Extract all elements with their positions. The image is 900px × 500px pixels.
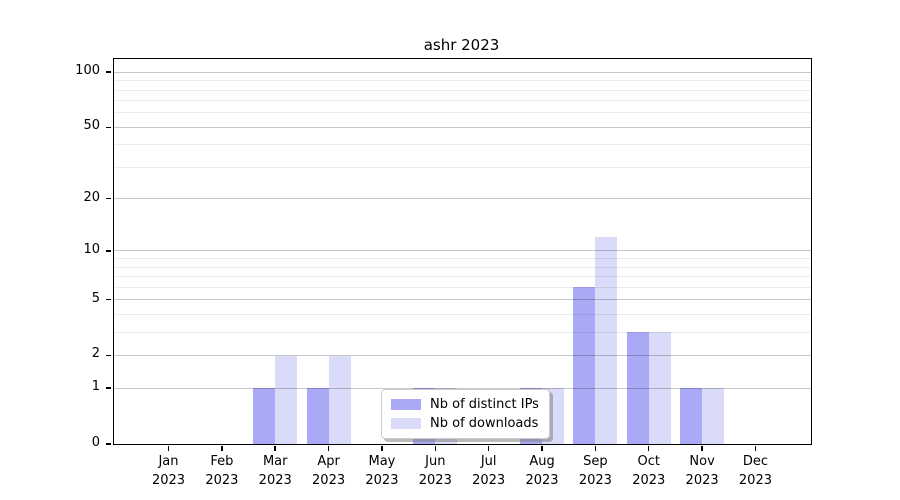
gridline-minor [114,266,811,268]
gridline-major [114,250,811,252]
x-tick-jun [434,446,437,451]
x-tick-label-apr: Apr 2023 [312,454,346,488]
legend: Nb of distinct IPs Nb of downloads [381,389,550,439]
legend-row-downloads: Nb of downloads [391,416,539,431]
gridline-major [114,71,811,73]
chart-title: ashr 2023 [423,36,500,54]
bar-distinct-ips-sep [573,287,596,444]
gridline-minor [114,100,811,102]
y-tick-50 [106,126,111,128]
legend-swatch-distinct-ips [391,399,421,410]
gridline-minor [114,89,811,91]
x-tick-oct [647,446,650,451]
y-tick-5 [106,298,111,301]
y-tick-label-10: 10 [83,241,100,257]
bar-distinct-ips-mar [253,388,276,444]
gridline-major [114,299,811,301]
bar-downloads-mar [275,355,298,444]
x-tick-label-mar: Mar 2023 [258,454,292,488]
x-tick-jan [167,446,170,451]
legend-label-distinct-ips: Nb of distinct IPs [430,397,539,412]
bar-downloads-sep [595,237,618,444]
y-tick-100 [106,71,111,73]
gridline-minor [114,258,811,260]
y-tick-label-0: 0 [91,435,100,450]
bar-downloads-nov [702,388,725,444]
x-tick-may [381,446,383,451]
x-tick-label-nov: Nov 2023 [685,454,719,488]
y-tick-label-20: 20 [83,189,100,205]
bar-distinct-ips-oct [626,332,649,444]
gridline-minor [114,166,811,168]
y-tick-label-2: 2 [91,346,100,362]
bar-downloads-apr [328,355,351,444]
x-tick-nov [701,446,703,451]
x-tick-mar [274,446,276,451]
gridline-major [114,126,811,128]
x-tick-apr [327,446,330,451]
x-tick-label-jun: Jun 2023 [418,454,452,488]
legend-row-distinct-ips: Nb of distinct IPs [391,397,539,412]
x-tick-sep [594,446,597,451]
y-tick-1 [106,387,111,389]
gridline-major [114,198,811,200]
x-tick-jul [487,446,490,451]
gridline-minor [114,112,811,114]
gridline-minor [114,80,811,82]
gridline-minor [114,275,811,277]
x-tick-label-jan: Jan 2023 [151,454,186,488]
x-tick-dec [754,446,757,451]
gridline-major [114,355,811,356]
gridline-major [114,387,811,389]
x-tick-label-aug: Aug 2023 [525,454,559,488]
x-tick-label-feb: Feb 2023 [205,454,239,488]
y-tick-10 [106,250,111,252]
y-tick-label-1: 1 [91,379,100,395]
x-tick-label-may: May 2023 [365,454,399,488]
y-tick-label-5: 5 [91,290,100,306]
x-tick-feb [221,446,223,451]
x-tick-label-jul: Jul 2023 [472,454,506,488]
x-tick-label-oct: Oct 2023 [632,454,666,488]
gridline-minor [114,286,811,288]
bar-distinct-ips-apr [306,388,329,444]
y-tick-label-100: 100 [75,63,100,79]
legend-swatch-downloads [391,418,421,429]
y-tick-0 [106,443,111,445]
bar-distinct-ips-nov [680,388,703,444]
legend-label-downloads: Nb of downloads [430,416,539,431]
x-tick-label-dec: Dec 2023 [738,454,772,488]
y-tick-label-50: 50 [83,118,100,134]
gridline-minor [114,313,811,315]
x-tick-aug [541,446,543,451]
y-tick-20 [106,197,111,200]
gridline-minor [114,144,811,146]
plot-area: Nb of distinct IPs Nb of downloads Jan 2… [75,58,812,488]
x-tick-label-sep: Sep 2023 [578,454,612,488]
bar-downloads-oct [648,332,671,444]
gridline-minor [114,331,811,333]
y-tick-2 [106,354,111,357]
